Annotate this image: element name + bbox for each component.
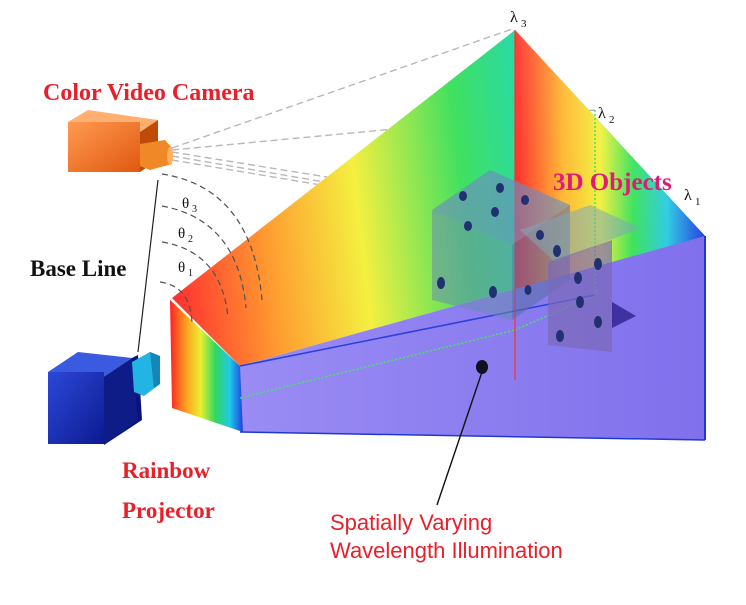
projector-label-line2: Projector: [122, 498, 215, 523]
svg-text:λ: λ: [684, 187, 692, 204]
color-video-camera: [68, 110, 173, 172]
base-line: [137, 179, 159, 353]
svg-text:θ: θ: [178, 226, 185, 242]
lambda2-label: λ 2: [598, 105, 615, 126]
illumination-label-line1: Spatially Varying: [330, 510, 492, 535]
object-dots: [437, 183, 602, 374]
lambda3-label: λ 3: [510, 9, 527, 30]
illumination-pointer-line: [436, 371, 483, 506]
svg-text:2: 2: [609, 114, 615, 126]
base-line-label: Base Line: [30, 256, 126, 281]
triangulation-angles: [159, 173, 263, 323]
svg-text:1: 1: [695, 196, 701, 208]
camera-lens: [140, 140, 172, 170]
svg-text:θ: θ: [182, 196, 189, 212]
svg-text:3: 3: [192, 204, 197, 215]
svg-text:2: 2: [188, 234, 193, 245]
theta3-label: θ 3: [182, 196, 197, 215]
3d-objects: [432, 170, 640, 374]
object-block-right-top: [520, 205, 640, 262]
theta2-label: θ 2: [178, 226, 193, 245]
illumination-label-line2: Wavelength Illumination: [330, 538, 563, 563]
projector-aperture-face: [170, 300, 243, 432]
svg-text:λ: λ: [598, 105, 606, 122]
svg-text:1: 1: [188, 268, 193, 279]
svg-text:3: 3: [521, 18, 527, 30]
svg-text:θ: θ: [178, 260, 185, 276]
rainbow-projector: [48, 352, 160, 445]
svg-text:λ: λ: [510, 9, 518, 26]
objects-label: 3D Objects: [553, 169, 672, 196]
camera-label: Color Video Camera: [43, 80, 255, 106]
pointer-arrow: [612, 302, 636, 328]
lambda1-label: λ 1: [684, 187, 701, 208]
projector-label-line1: Rainbow: [122, 458, 211, 483]
theta1-label: θ 1: [178, 260, 193, 279]
